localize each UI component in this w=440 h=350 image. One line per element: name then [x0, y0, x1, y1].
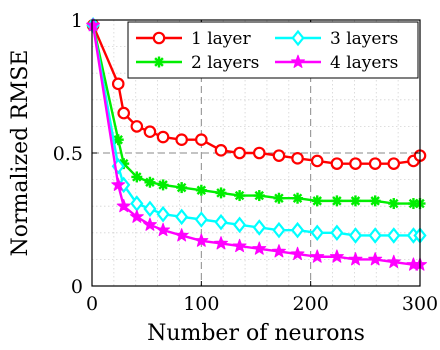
star-marker — [291, 54, 305, 68]
y-tick-label: 0 — [71, 276, 83, 298]
star-marker — [386, 254, 401, 269]
y-tick-label: 0.5 — [53, 143, 83, 165]
diamond-marker — [290, 221, 305, 239]
circle-marker — [330, 157, 344, 170]
circle-marker — [130, 120, 144, 133]
circle-marker — [349, 157, 362, 170]
asterisk-marker — [388, 198, 400, 210]
star-marker — [129, 209, 144, 223]
legend-entry: 4 layers — [275, 53, 398, 73]
circle-marker — [387, 157, 401, 170]
x-tick-label: 0 — [86, 293, 98, 315]
circle-marker — [143, 125, 157, 139]
legend-entry: 1 layer — [136, 29, 251, 49]
circle-marker — [214, 144, 228, 157]
diamond-marker — [368, 227, 382, 244]
circle-marker — [195, 133, 208, 146]
legend-label: 2 layers — [191, 53, 259, 73]
star-marker — [174, 228, 189, 242]
circle-marker — [310, 154, 324, 168]
asterisk-marker — [144, 176, 156, 188]
series-layer — [86, 17, 427, 271]
diamond-marker — [214, 213, 228, 231]
diamond-marker — [232, 216, 247, 234]
x-axis-label: Number of neurons — [147, 321, 365, 346]
circle-marker — [156, 130, 170, 144]
circle-marker — [152, 31, 166, 45]
asterisk-marker — [273, 192, 285, 204]
diamond-marker — [272, 221, 286, 239]
star-marker — [348, 252, 363, 266]
star-marker — [214, 236, 228, 250]
star-marker — [310, 249, 325, 263]
circle-marker — [272, 149, 286, 162]
star-marker — [194, 233, 209, 247]
legend-label: 1 layer — [191, 29, 251, 49]
star-marker — [156, 222, 171, 237]
star-marker — [329, 249, 344, 263]
series-2 — [87, 19, 426, 210]
legend: 1 layer 3 layers 2 layers 4 layers — [127, 21, 419, 79]
circle-marker — [252, 146, 266, 160]
series-3 — [86, 17, 427, 244]
legend-entry: 2 layers — [136, 53, 259, 73]
legend-entry: 3 layers — [275, 29, 398, 49]
diamond-marker — [156, 205, 170, 223]
asterisk-marker — [131, 171, 143, 183]
star-marker — [86, 18, 101, 32]
asterisk-marker — [369, 195, 381, 207]
circle-marker — [368, 157, 382, 170]
legend-box — [127, 21, 419, 79]
asterisk-marker — [311, 195, 323, 207]
asterisk-marker — [153, 56, 165, 68]
asterisk-marker — [176, 182, 188, 194]
circle-marker — [111, 77, 125, 91]
y-axis-label: Normalized RMSE — [8, 50, 33, 257]
series-1 — [86, 19, 427, 170]
asterisk-marker — [195, 184, 207, 196]
star-marker — [232, 238, 247, 253]
star-marker — [142, 217, 157, 231]
x-tick-label: 300 — [402, 293, 438, 315]
diamond-marker — [194, 211, 208, 228]
diamond-marker — [330, 224, 344, 242]
asterisk-marker — [157, 179, 169, 191]
asterisk-marker — [234, 190, 246, 202]
asterisk-marker — [349, 195, 361, 207]
asterisk-marker — [253, 190, 265, 202]
star-marker — [271, 244, 286, 258]
star-marker — [290, 246, 305, 261]
x-tick-label: 100 — [183, 293, 219, 315]
diamond-marker — [143, 200, 157, 218]
star-marker — [116, 198, 131, 213]
circle-marker — [117, 106, 131, 120]
circle-marker — [233, 146, 246, 160]
star-marker — [111, 177, 126, 191]
series-4 — [86, 18, 427, 271]
x-tick-label: 200 — [293, 293, 329, 315]
legend-label: 3 layers — [330, 29, 398, 49]
asterisk-marker — [292, 192, 304, 204]
asterisk-marker — [215, 187, 227, 199]
star-marker — [368, 252, 383, 266]
diamond-marker — [348, 227, 363, 244]
diamond-marker — [291, 29, 305, 47]
asterisk-marker — [331, 195, 343, 207]
legend-label: 4 layers — [330, 53, 398, 73]
circle-marker — [291, 152, 304, 165]
diamond-marker — [387, 227, 401, 244]
axis-ticks: 0 100 200 300 0 0.5 1 — [53, 10, 438, 315]
diamond-marker — [252, 219, 266, 236]
diamond-marker — [175, 208, 189, 226]
y-tick-label: 1 — [71, 10, 83, 32]
star-marker — [252, 241, 267, 255]
asterisk-marker — [112, 134, 124, 146]
circle-marker — [175, 133, 188, 146]
diamond-marker — [310, 224, 324, 242]
